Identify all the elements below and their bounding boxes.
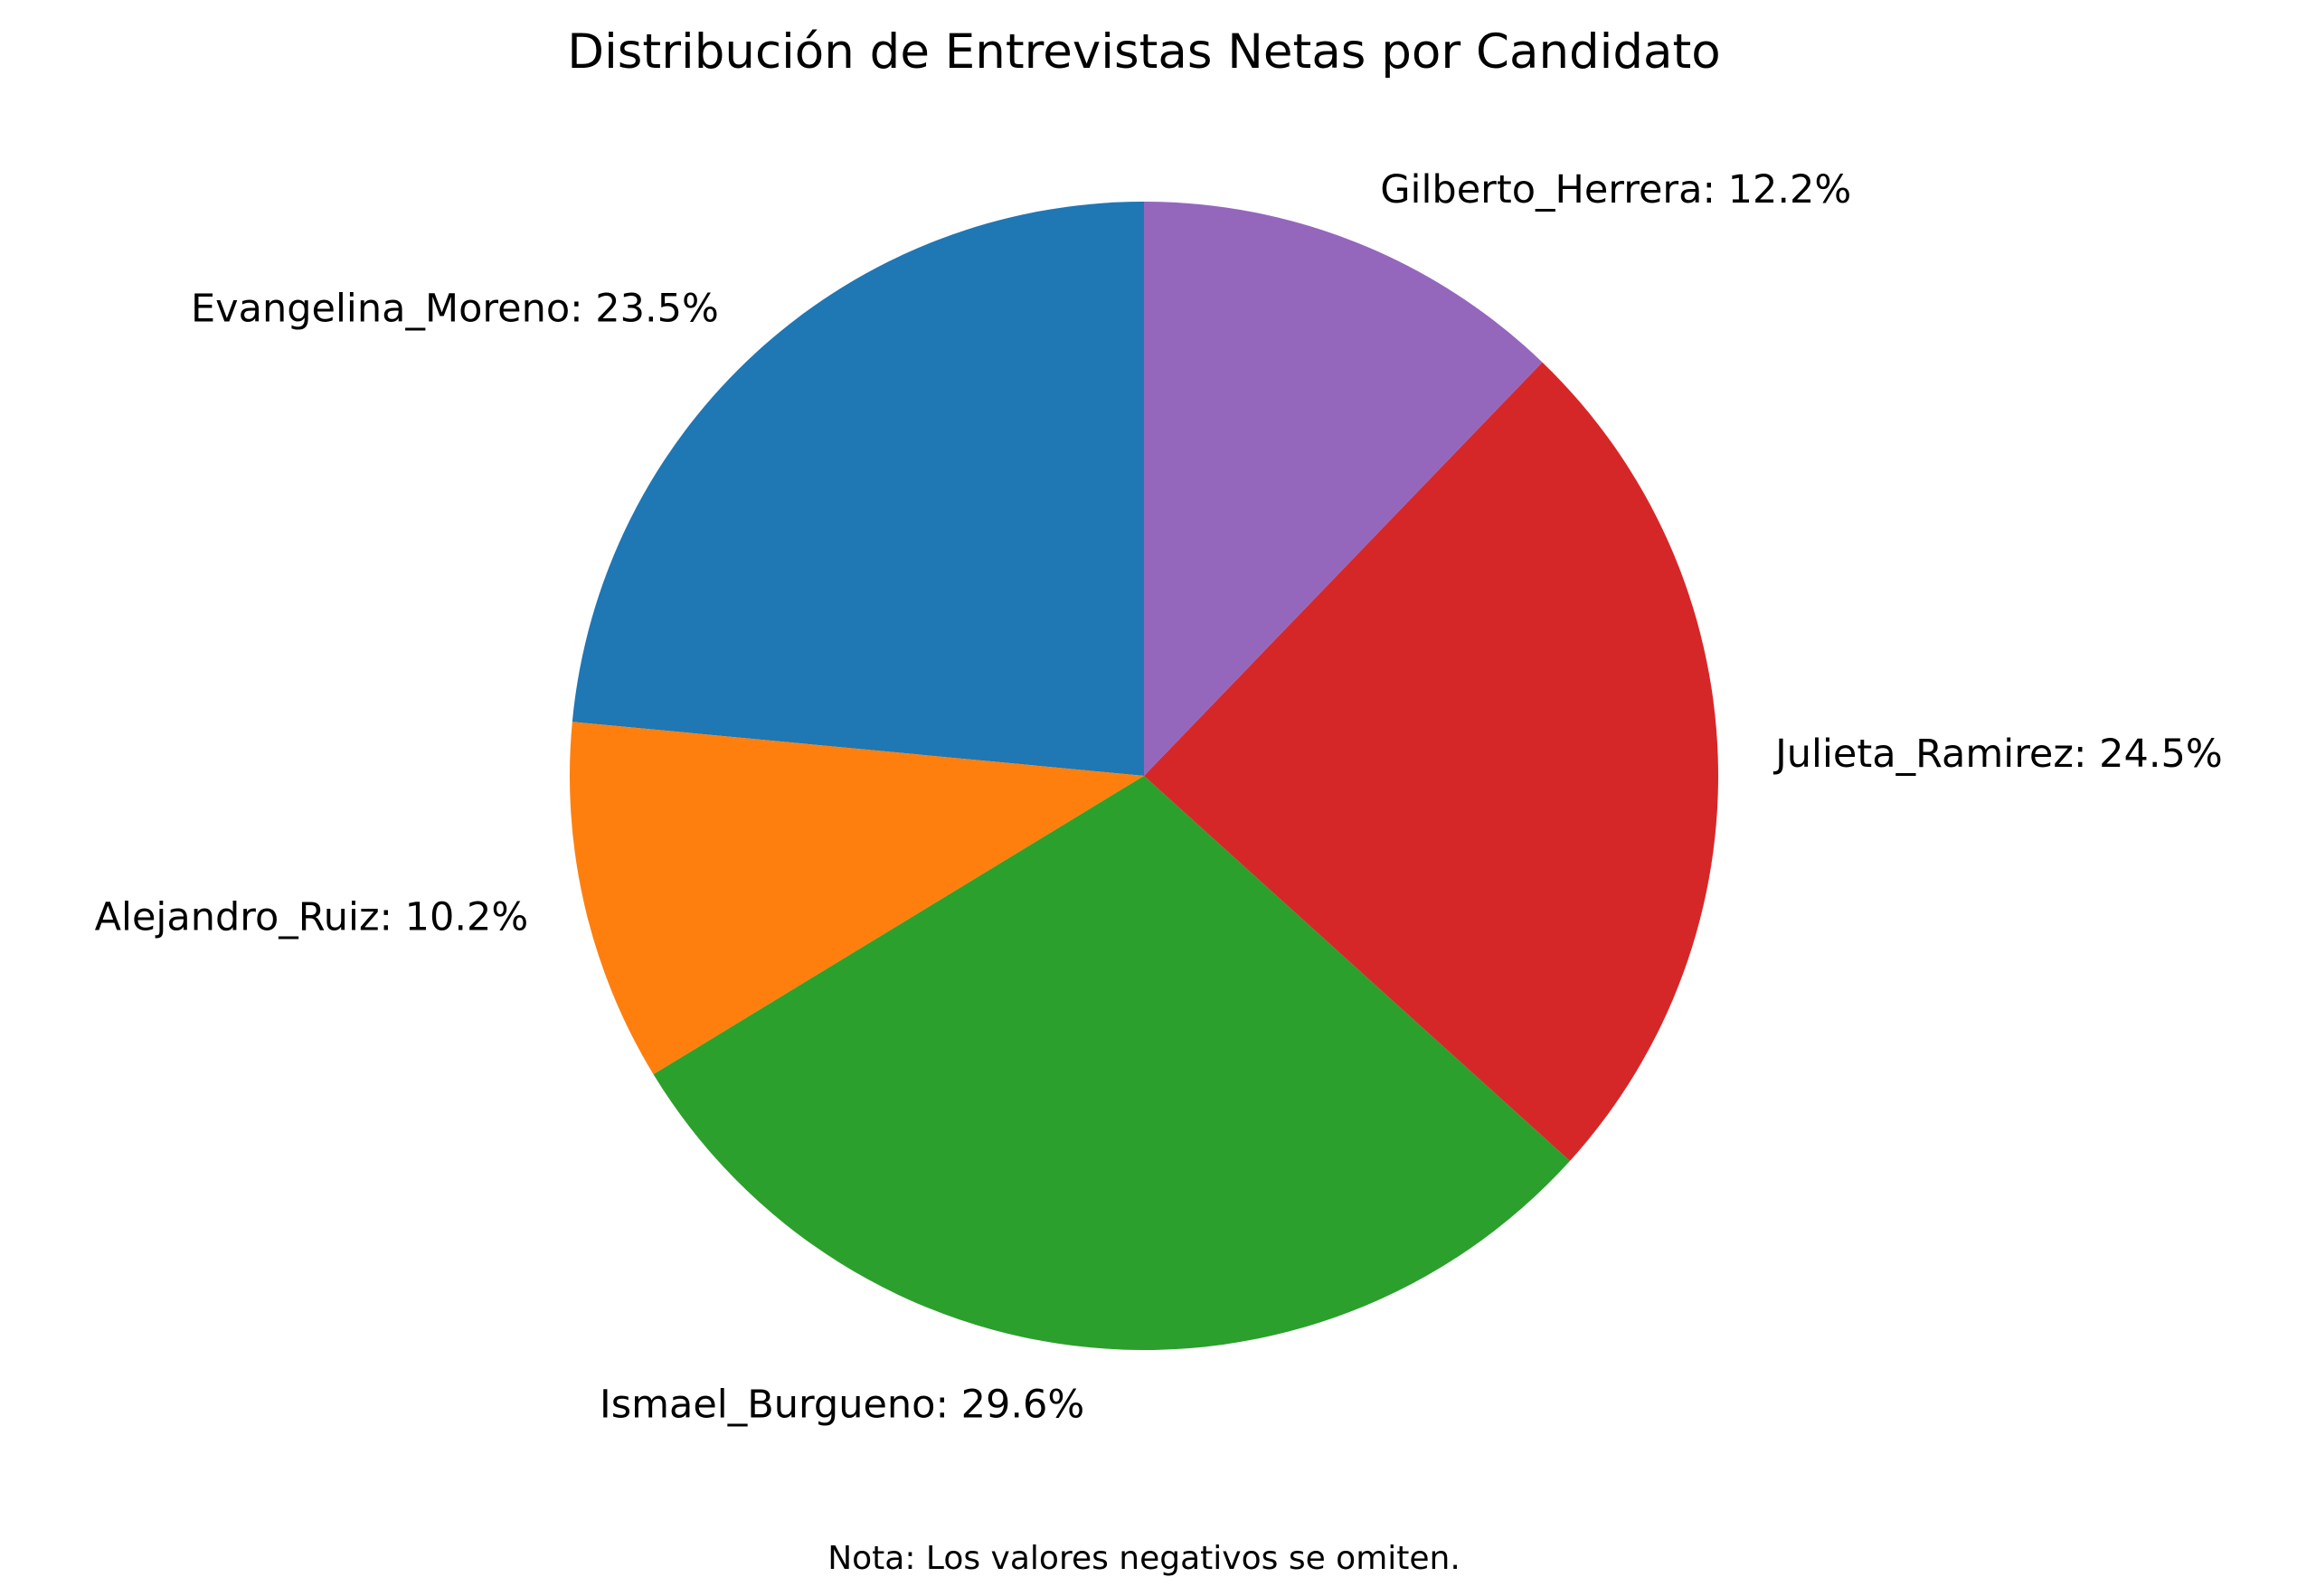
pie-slice-ismael-burgueno xyxy=(653,776,1571,1351)
pie-slice-julieta-ramirez xyxy=(1144,362,1718,1161)
slice-label-evangelina-moreno: Evangelina_Moreno: 23.5% xyxy=(191,286,719,331)
slice-label-ismael-burgueno: Ismael_Burgueno: 29.6% xyxy=(600,1382,1084,1427)
slice-label-gilberto-herrera: Gilberto_Herrera: 12.2% xyxy=(1380,167,1851,212)
pie-slices xyxy=(569,202,1718,1351)
slice-label-alejandro-ruiz: Alejandro_Ruiz: 10.2% xyxy=(95,895,529,940)
pie-slice-gilberto-herrera xyxy=(1144,202,1543,776)
pie-slice-evangelina-moreno xyxy=(572,202,1144,776)
pie-slice-alejandro-ruiz xyxy=(569,722,1144,1075)
pie-labels: Evangelina_Moreno: 23.5% Alejandro_Ruiz: … xyxy=(95,167,2223,1427)
chart-note: Nota: Los valores negativos se omiten. xyxy=(827,1540,1460,1577)
slice-label-julieta-ramirez: Julieta_Ramirez: 24.5% xyxy=(1772,732,2223,777)
chart-title: Distribución de Entrevistas Netas por Ca… xyxy=(567,24,1720,80)
